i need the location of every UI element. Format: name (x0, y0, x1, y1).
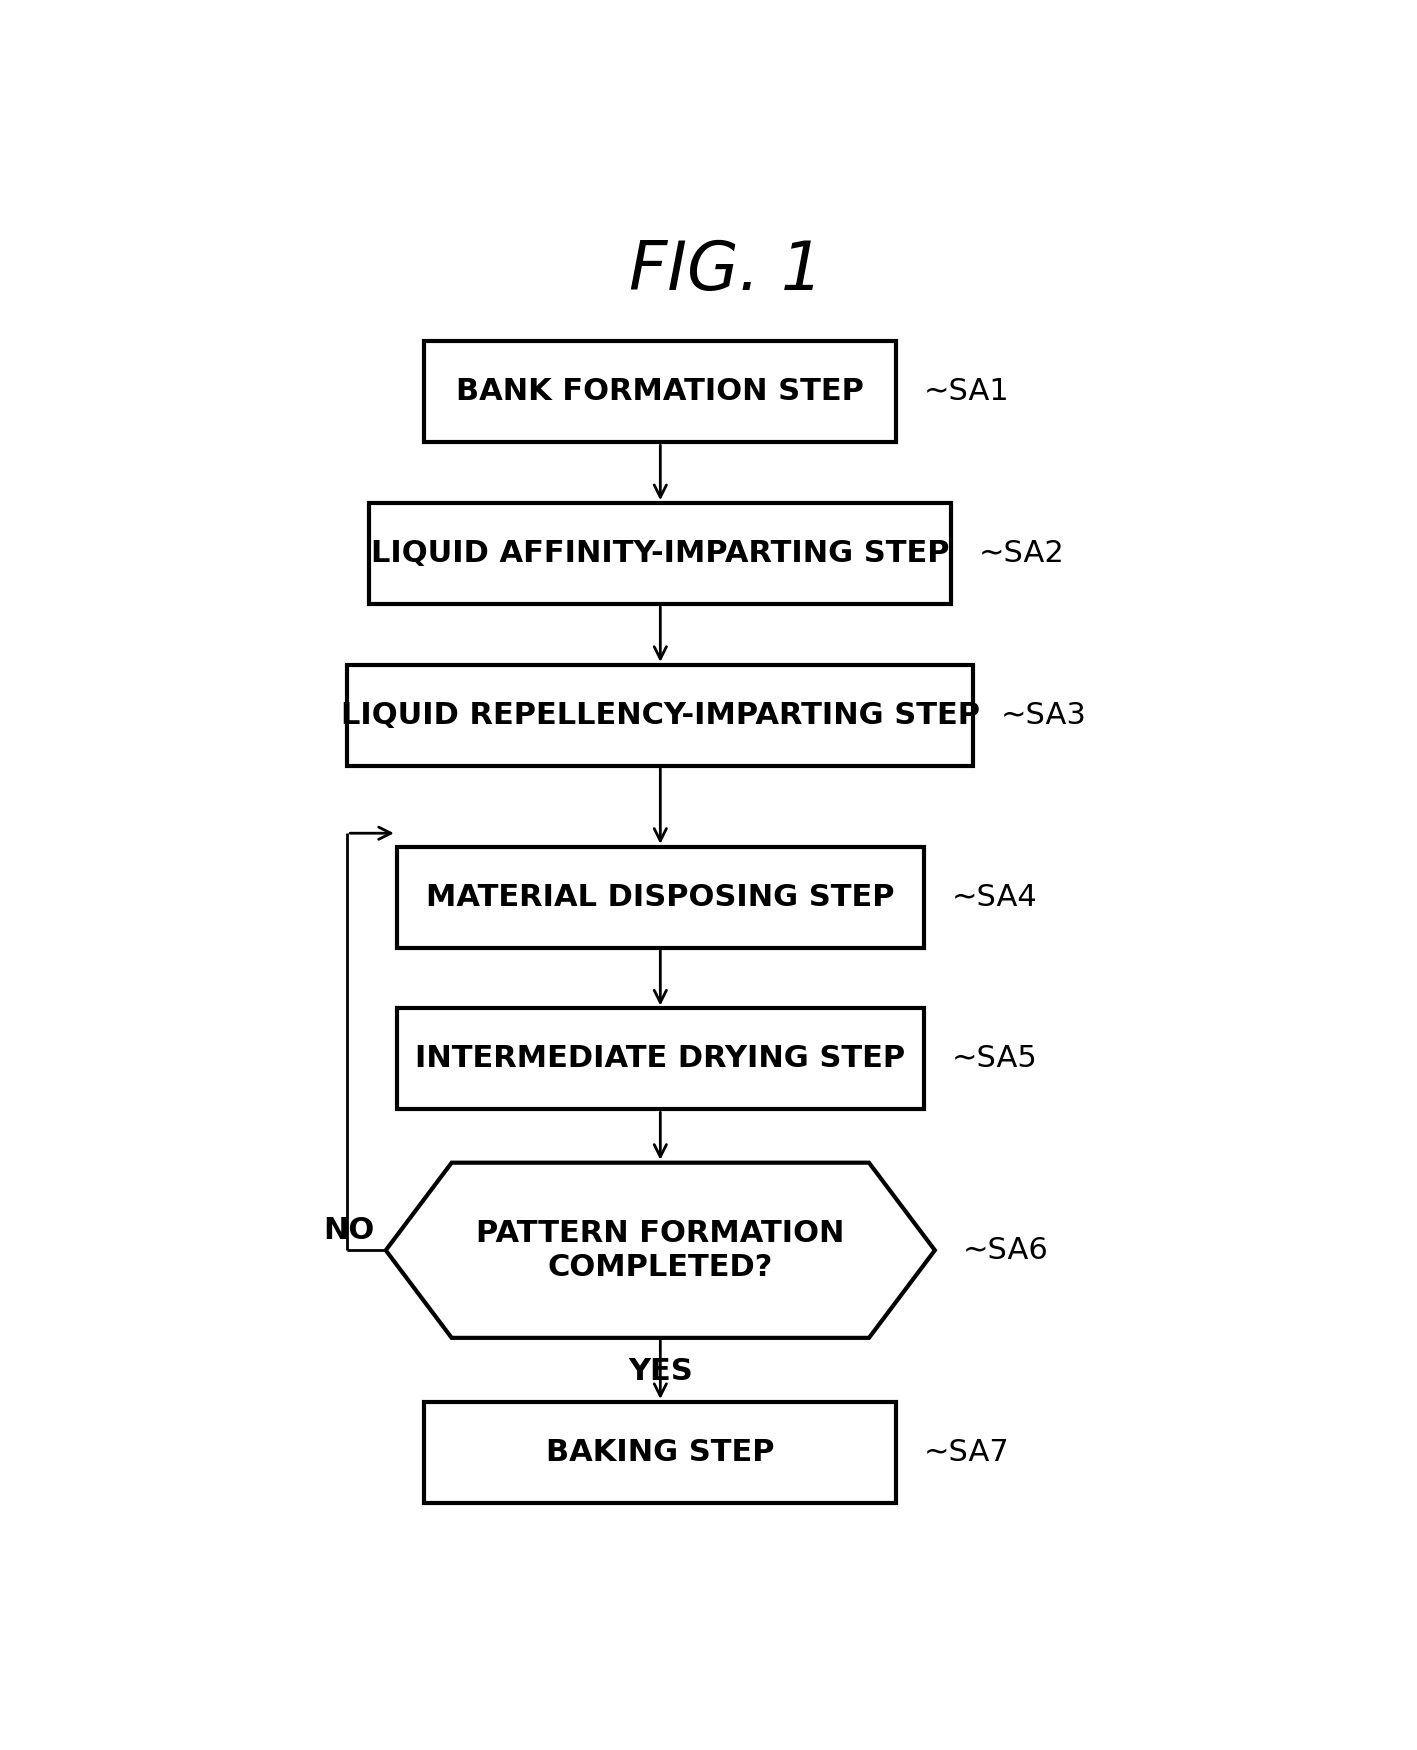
Text: FIG. 1: FIG. 1 (629, 238, 823, 304)
Bar (347, 665, 973, 766)
Text: ∼SA6: ∼SA6 (962, 1236, 1049, 1265)
Text: ∼SA5: ∼SA5 (951, 1045, 1037, 1073)
Text: ∼SA4: ∼SA4 (951, 882, 1037, 912)
Text: BAKING STEP: BAKING STEP (546, 1438, 775, 1466)
Bar (424, 341, 897, 443)
Bar (397, 847, 924, 949)
Bar (370, 502, 951, 604)
Text: ∼SA3: ∼SA3 (1000, 700, 1087, 730)
Text: YES: YES (628, 1356, 693, 1386)
Polygon shape (385, 1162, 935, 1337)
Text: LIQUID REPELLENCY-IMPARTING STEP: LIQUID REPELLENCY-IMPARTING STEP (341, 700, 979, 730)
Text: MATERIAL DISPOSING STEP: MATERIAL DISPOSING STEP (427, 882, 894, 912)
Text: LIQUID AFFINITY-IMPARTING STEP: LIQUID AFFINITY-IMPARTING STEP (371, 539, 949, 569)
Text: INTERMEDIATE DRYING STEP: INTERMEDIATE DRYING STEP (415, 1045, 905, 1073)
Text: PATTERN FORMATION
COMPLETED?: PATTERN FORMATION COMPLETED? (476, 1220, 845, 1281)
Text: ∼SA2: ∼SA2 (979, 539, 1064, 569)
Bar (424, 1402, 897, 1503)
Text: NO: NO (323, 1216, 374, 1244)
Text: ∼SA1: ∼SA1 (924, 378, 1010, 406)
Text: ∼SA7: ∼SA7 (924, 1438, 1010, 1466)
Text: BANK FORMATION STEP: BANK FORMATION STEP (456, 378, 864, 406)
Bar (397, 1008, 924, 1110)
